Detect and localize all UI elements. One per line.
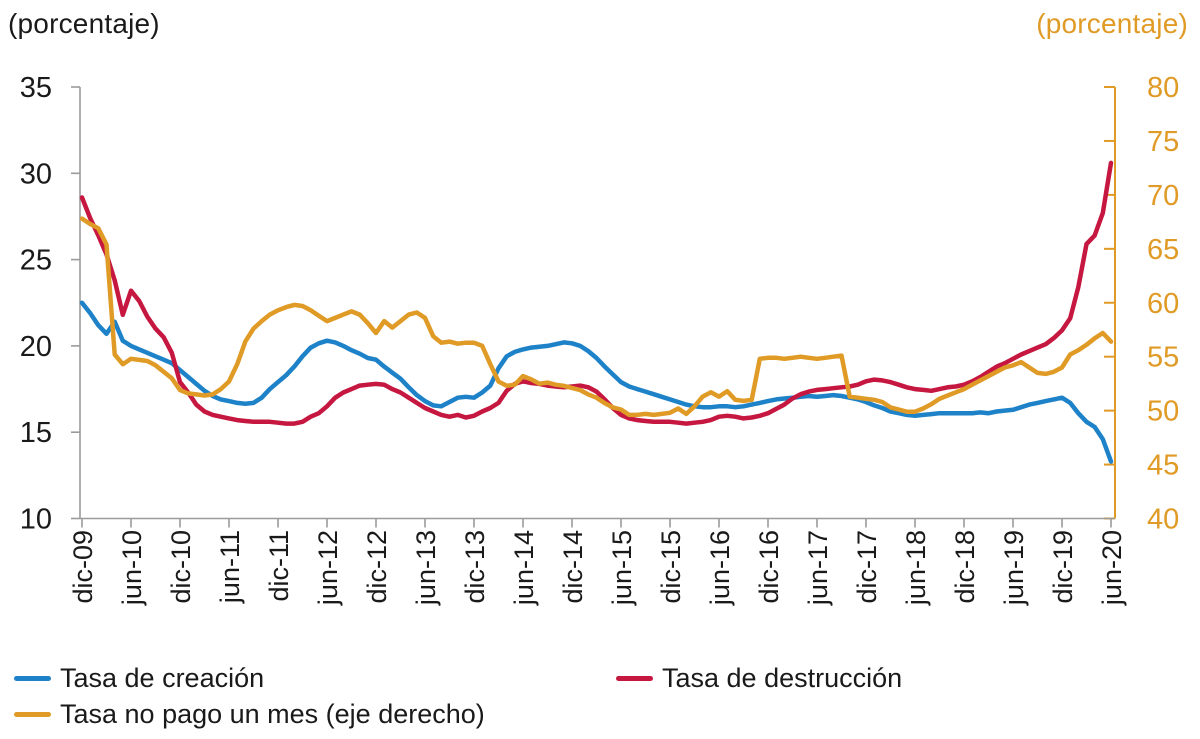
x-tick-label: dic-12 [362,530,392,604]
x-tick-label: dic-17 [852,530,882,604]
series-line-tasa-de-destrucci-n [79,160,1114,426]
left-y-tick-label: 15 [20,417,52,449]
left-y-tick-label: 30 [20,158,52,190]
legend-item-tasa-de-destruccion: Tasa de destrucción [616,663,902,694]
x-tick-label: jun-12 [313,530,343,606]
series-line-tasa-no-pago-un-mes-eje-derecho- [79,216,1114,418]
x-tick-label: dic-15 [656,530,686,604]
x-tick-label: dic-14 [558,530,588,604]
right-y-tick-label: 50 [1147,396,1179,428]
x-tick-label: dic-11 [264,530,294,602]
left-y-tick-label: 25 [20,245,52,277]
legend-label-no-pago: Tasa no pago un mes (eje derecho) [60,699,485,729]
right-y-tick-label: 70 [1147,180,1179,212]
legend-item-tasa-no-pago: Tasa no pago un mes (eje derecho) [14,699,485,730]
legend-label-creacion: Tasa de creación [60,663,265,693]
x-tick-label: dic-16 [754,530,784,604]
legend-swatch-no-pago [14,712,51,717]
legend-swatch-destruccion [616,676,653,681]
x-tick-label: dic-18 [950,530,980,604]
right-y-tick-label: 80 [1147,72,1179,104]
x-tick-label: dic-09 [68,530,98,604]
x-tick-label: jun-11 [215,530,245,604]
right-y-tick-label: 60 [1147,288,1179,320]
x-tick-label: dic-19 [1048,530,1078,604]
series-line-tasa-de-creaci-n [79,300,1114,464]
x-tick-label: jun-13 [411,530,441,606]
legend-item-tasa-de-creacion: Tasa de creación [14,663,264,694]
x-tick-label: jun-20 [1097,530,1127,606]
x-tick-label: dic-13 [460,530,490,604]
left-y-tick-label: 10 [20,504,52,536]
left-axis-title: (porcentaje) [8,8,160,39]
right-y-tick-label: 65 [1147,234,1179,266]
x-tick-label: jun-14 [509,530,539,606]
x-tick-label: dic-10 [166,530,196,604]
x-tick-label: jun-19 [999,530,1029,606]
left-y-tick-label: 35 [20,72,52,104]
legend-swatch-creacion [14,676,51,681]
right-y-tick-label: 55 [1147,342,1179,374]
x-tick-label: jun-10 [117,530,147,606]
right-y-tick-label: 40 [1147,504,1179,536]
right-axis-title: (porcentaje) [1036,8,1188,39]
legend-label-destruccion: Tasa de destrucción [662,663,903,693]
x-tick-label: jun-18 [901,530,931,606]
line-chart-canvas: 35 30 25 20 15 10 80 75 70 65 60 55 50 45 40 dic-09 jun-… [20,72,1180,606]
x-tick-label: jun-17 [803,530,833,606]
x-tick-label: jun-16 [705,530,735,606]
left-y-tick-label: 20 [20,331,52,363]
right-y-tick-label: 45 [1147,450,1179,482]
x-tick-label: jun-15 [607,530,637,606]
right-y-tick-label: 75 [1147,126,1179,158]
